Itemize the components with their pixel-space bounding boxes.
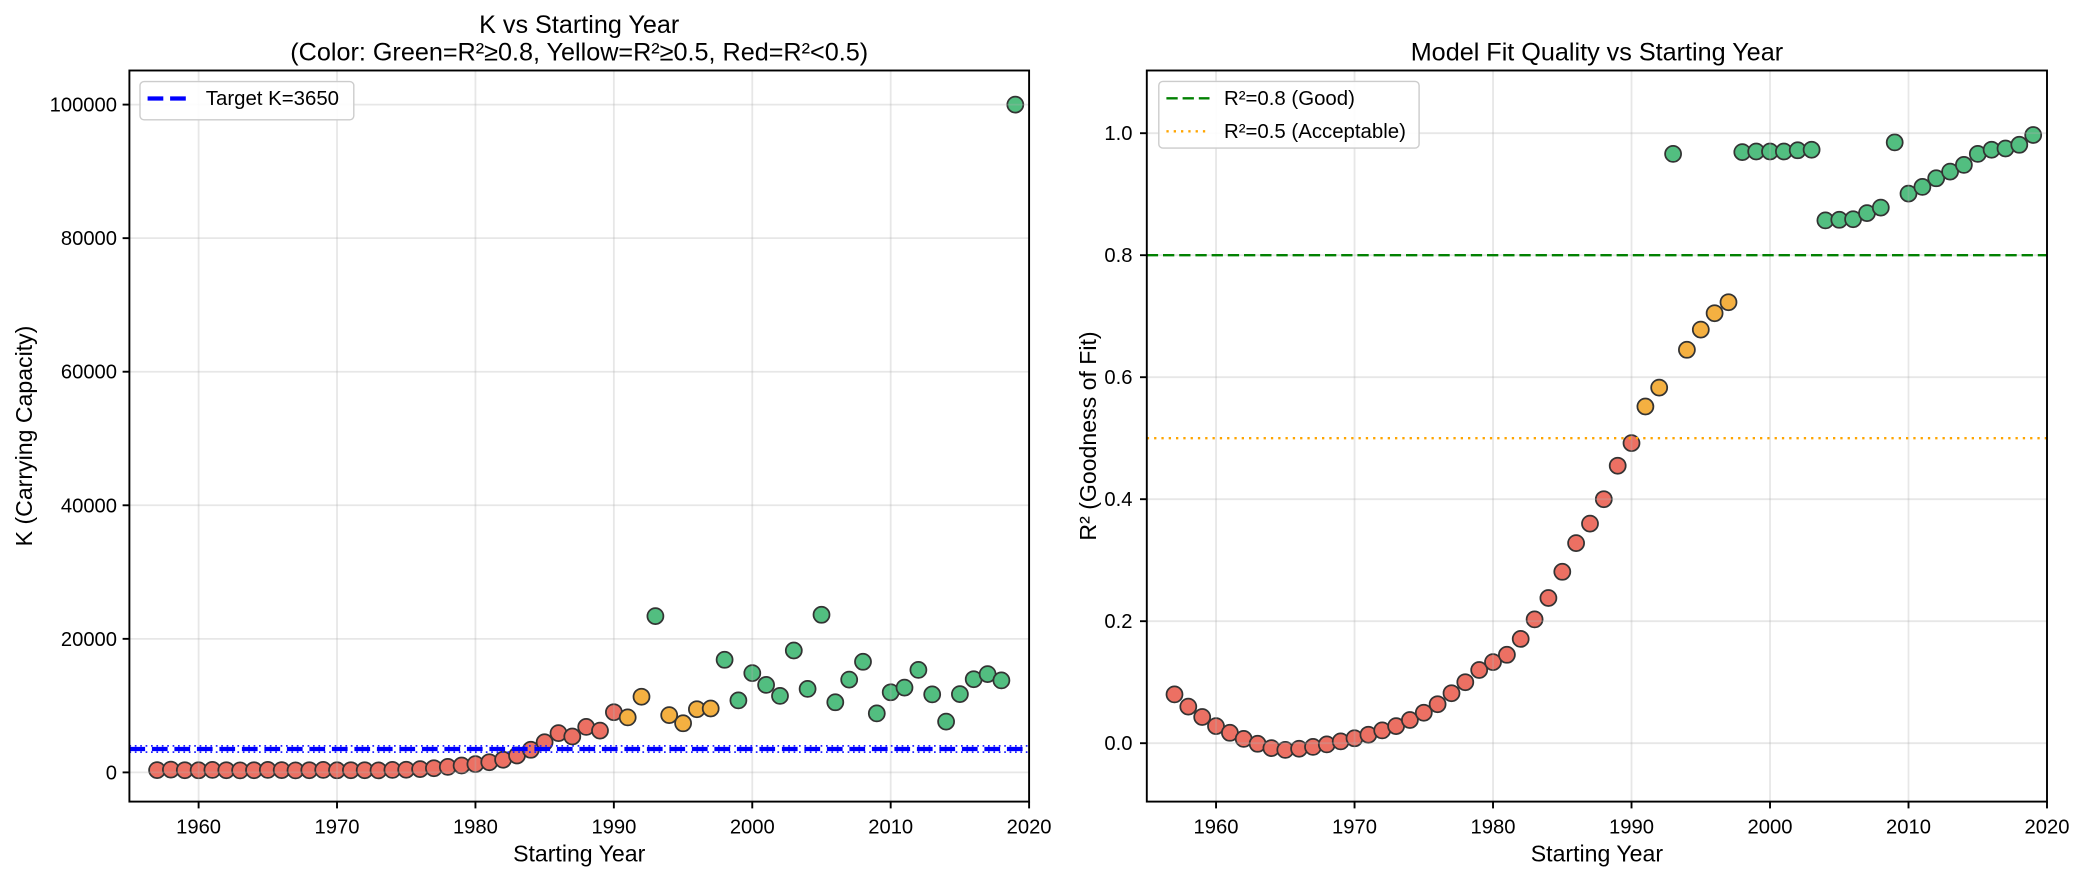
svg-text:60000: 60000: [61, 362, 117, 384]
svg-text:Model Fit Quality vs Starting: Model Fit Quality vs Starting Year: [1411, 39, 1783, 67]
svg-text:2020: 2020: [2025, 817, 2070, 839]
svg-text:0.8: 0.8: [1104, 245, 1132, 267]
svg-text:80000: 80000: [61, 228, 117, 250]
svg-text:2010: 2010: [1886, 817, 1931, 839]
svg-text:R² (Goodness of Fit): R² (Goodness of Fit): [1075, 331, 1101, 540]
svg-text:R²=0.5 (Acceptable): R²=0.5 (Acceptable): [1224, 121, 1406, 143]
svg-text:1970: 1970: [1332, 817, 1377, 839]
svg-text:1980: 1980: [1471, 817, 1516, 839]
svg-text:1980: 1980: [453, 817, 498, 839]
svg-text:2010: 2010: [868, 817, 913, 839]
svg-text:1990: 1990: [591, 817, 636, 839]
svg-text:K vs Starting Year: K vs Starting Year: [479, 11, 679, 39]
svg-text:40000: 40000: [61, 495, 117, 517]
svg-text:1960: 1960: [1194, 817, 1239, 839]
svg-text:R²=0.8 (Good): R²=0.8 (Good): [1224, 88, 1355, 110]
svg-text:0.2: 0.2: [1104, 611, 1132, 633]
svg-text:1970: 1970: [315, 817, 360, 839]
svg-text:1960: 1960: [176, 817, 221, 839]
svg-text:0.6: 0.6: [1104, 367, 1132, 389]
svg-text:0.0: 0.0: [1104, 733, 1132, 755]
svg-text:2000: 2000: [730, 817, 775, 839]
svg-text:2020: 2020: [1007, 817, 1052, 839]
svg-text:1990: 1990: [1609, 817, 1654, 839]
svg-text:0.4: 0.4: [1104, 489, 1132, 511]
svg-text:1.0: 1.0: [1104, 123, 1132, 145]
svg-text:Target K=3650: Target K=3650: [206, 88, 339, 110]
svg-text:20000: 20000: [61, 629, 117, 651]
svg-text:Starting Year: Starting Year: [513, 841, 646, 867]
svg-text:K (Carrying Capacity): K (Carrying Capacity): [11, 326, 37, 547]
svg-text:2000: 2000: [1748, 817, 1793, 839]
svg-text:Starting Year: Starting Year: [1531, 841, 1664, 867]
svg-text:(Color: Green=R²≥0.8, Yellow=R: (Color: Green=R²≥0.8, Yellow=R²≥0.5, Red…: [290, 39, 868, 67]
svg-text:100000: 100000: [50, 95, 117, 117]
svg-text:0: 0: [106, 762, 117, 784]
